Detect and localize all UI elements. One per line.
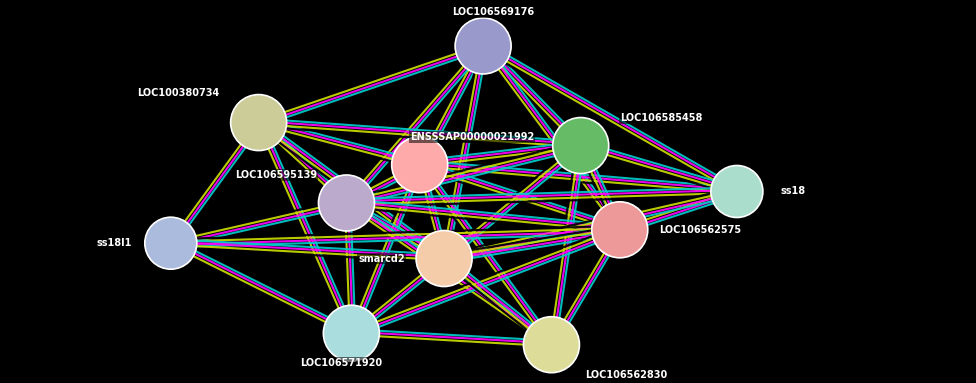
Ellipse shape bbox=[416, 231, 472, 286]
Ellipse shape bbox=[144, 217, 197, 269]
Text: smarcd2: smarcd2 bbox=[358, 254, 405, 264]
Ellipse shape bbox=[391, 137, 448, 193]
Ellipse shape bbox=[230, 95, 287, 151]
Text: ss18l1: ss18l1 bbox=[97, 238, 132, 248]
Text: LOC106562575: LOC106562575 bbox=[659, 225, 741, 235]
Ellipse shape bbox=[591, 202, 648, 258]
Text: LOC106595139: LOC106595139 bbox=[235, 170, 317, 180]
Ellipse shape bbox=[523, 317, 580, 373]
Text: ENSSSAP00000021992: ENSSSAP00000021992 bbox=[410, 132, 534, 142]
Text: LOC106585458: LOC106585458 bbox=[620, 113, 702, 123]
Ellipse shape bbox=[711, 165, 763, 218]
Ellipse shape bbox=[455, 18, 511, 74]
Ellipse shape bbox=[323, 305, 380, 361]
Text: LOC106571920: LOC106571920 bbox=[301, 358, 383, 368]
Ellipse shape bbox=[318, 175, 375, 231]
Text: LOC106562830: LOC106562830 bbox=[586, 370, 668, 380]
Text: ss18: ss18 bbox=[781, 187, 806, 196]
Text: LOC100380734: LOC100380734 bbox=[138, 88, 220, 98]
Text: LOC106569176: LOC106569176 bbox=[452, 7, 534, 17]
Ellipse shape bbox=[552, 118, 609, 173]
